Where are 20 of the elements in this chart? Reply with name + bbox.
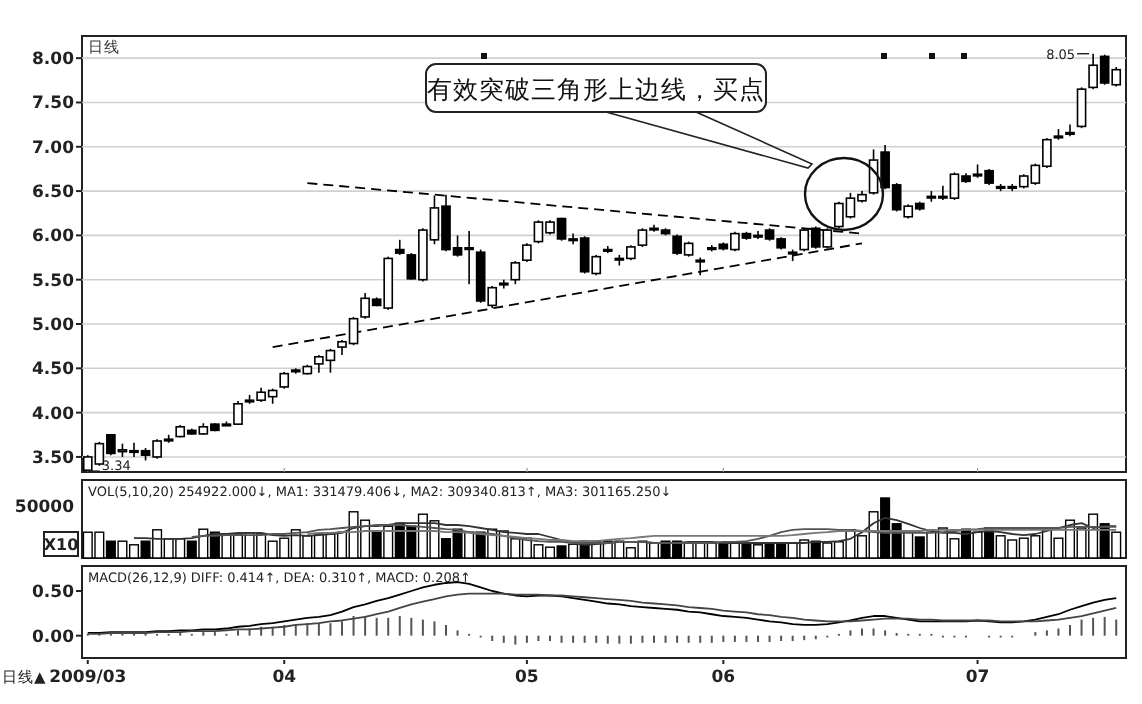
- y-tick-label: 4.50: [32, 360, 75, 381]
- y-tick-label: 8.00: [32, 50, 75, 71]
- y-tick-label: 7.00: [32, 138, 75, 159]
- y-tick-label: 0.50: [32, 583, 75, 604]
- y-tick-label: 6.50: [32, 183, 75, 204]
- text: 50000: [14, 498, 75, 518]
- x-tick-label: 04: [272, 668, 297, 688]
- x-tick-label: 06: [711, 668, 736, 688]
- x-tick-label: 2009/03: [49, 668, 127, 688]
- y-tick-label: 0.00: [32, 627, 75, 648]
- y-tick-label: 5.00: [32, 316, 75, 337]
- y-tick-label: 4.00: [32, 404, 75, 425]
- x-tick-label: 05: [515, 668, 539, 688]
- y-tick-label: 5.50: [32, 271, 75, 292]
- text: X10: [43, 536, 80, 554]
- y-tick-label: 3.50: [32, 448, 75, 469]
- y-tick-label: 6.00: [32, 227, 75, 248]
- annotation: 有效突破三角形上边线，买点: [427, 74, 765, 104]
- y-tick-label: 7.50: [32, 94, 75, 115]
- x-tick-label: 07: [965, 668, 990, 688]
